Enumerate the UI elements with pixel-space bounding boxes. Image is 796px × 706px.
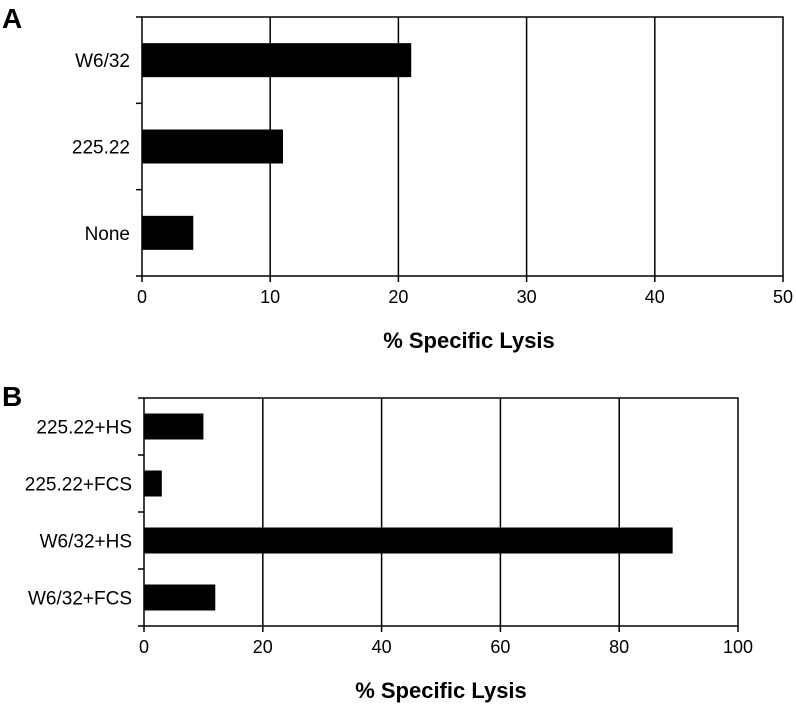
- panel-a-letter: A: [2, 3, 22, 34]
- panel-a-x-tick-label: 10: [260, 287, 280, 307]
- panel-a: A 0 10 20 30 40 50 W6/32 225.22 None % Specific …: [2, 3, 793, 353]
- panel-b-plot-area: 0 20 40 60 80 100 225.22+HS 225.22+FCS W6/32+HS W…: [25, 397, 753, 657]
- panel-b-x-axis-title: % Specific Lysis: [355, 678, 527, 703]
- panel-b-category-label: W6/32+HS: [40, 532, 132, 553]
- panel-a-category-label: None: [85, 224, 130, 245]
- panel-b-x-tick-label: 40: [372, 637, 392, 657]
- panel-a-bar: [142, 43, 412, 78]
- panel-a-category-label: W6/32: [75, 51, 130, 72]
- panel-a-plot-area: 0 10 20 30 40 50 W6/32 225.22 None: [72, 16, 793, 307]
- panel-b-bar: [144, 527, 673, 554]
- panel-b-x-tick-label: 20: [253, 637, 273, 657]
- panel-b-category-label: 225.22+HS: [36, 418, 132, 439]
- panel-a-bar: [142, 215, 194, 250]
- panel-b-category-label: W6/32+FCS: [28, 589, 132, 610]
- panel-b-x-tick-label: 80: [609, 637, 629, 657]
- panel-a-x-axis-title: % Specific Lysis: [383, 328, 555, 353]
- panel-b-x-tick-label: 60: [490, 637, 510, 657]
- panel-a-x-tick-label: 0: [137, 287, 147, 307]
- panel-a-x-tick-label: 20: [388, 287, 408, 307]
- panel-a-x-tick-label: 50: [773, 287, 793, 307]
- panel-b: B 0 20 40 60 80 100 225.22+HS 225.22+FCS W6/32+H…: [2, 381, 753, 703]
- panel-b-bar: [144, 413, 204, 440]
- panel-a-bar: [142, 129, 284, 164]
- panel-b-letter: B: [2, 381, 22, 412]
- panel-b-x-tick-label: 100: [723, 637, 753, 657]
- panel-b-bar: [144, 470, 162, 497]
- panel-a-x-tick-label: 30: [517, 287, 537, 307]
- panel-b-bar: [144, 584, 216, 611]
- panel-b-plot-frame: [143, 397, 739, 627]
- panel-a-category-label: 225.22: [72, 138, 130, 159]
- panel-a-x-tick-label: 40: [645, 287, 665, 307]
- panel-b-category-label: 225.22+FCS: [25, 475, 132, 496]
- panel-b-x-tick-label: 0: [139, 637, 149, 657]
